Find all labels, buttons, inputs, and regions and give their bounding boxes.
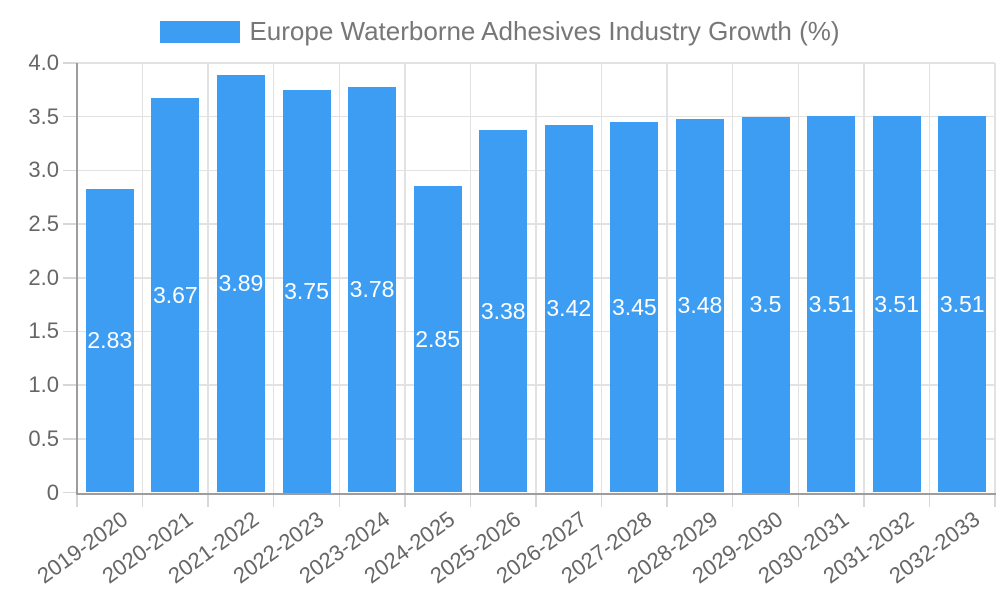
y-axis-tick-label: 3.5 — [28, 103, 59, 129]
bar[interactable]: 2.85 — [413, 186, 462, 493]
legend-swatch — [160, 20, 241, 43]
y-tick-mark — [63, 491, 77, 494]
y-tick-mark — [63, 277, 77, 279]
x-gridline — [600, 63, 603, 493]
x-gridline — [469, 63, 472, 493]
y-axis-tick-label: 2.0 — [28, 264, 59, 290]
x-tick-mark — [141, 492, 144, 507]
x-gridline — [863, 63, 865, 493]
x-tick-mark — [535, 492, 537, 507]
x-tick-mark — [928, 492, 931, 507]
bar[interactable]: 3.75 — [282, 89, 331, 493]
y-axis-tick-label: 4.0 — [28, 50, 59, 75]
y-tick-mark — [63, 169, 77, 172]
legend: Europe Waterborne Adhesives Industry Gro… — [0, 16, 1000, 47]
bar-value-label: 3.75 — [284, 277, 329, 304]
bar-value-label: 3.51 — [939, 290, 985, 317]
x-gridline — [666, 63, 668, 493]
bar[interactable]: 3.51 — [807, 115, 856, 493]
x-gridline — [928, 63, 931, 493]
y-axis-line — [76, 63, 78, 494]
x-gridline — [272, 63, 275, 493]
x-axis-line — [76, 492, 996, 495]
y-tick-mark — [63, 330, 77, 333]
legend-item[interactable]: Europe Waterborne Adhesives Industry Gro… — [160, 16, 840, 47]
x-tick-mark — [994, 492, 996, 507]
bar[interactable]: 3.38 — [479, 129, 528, 493]
bar[interactable]: 3.78 — [348, 86, 397, 493]
x-tick-mark — [600, 492, 603, 507]
x-tick-mark — [338, 492, 341, 507]
bar[interactable]: 3.89 — [216, 74, 265, 493]
x-tick-mark — [272, 492, 275, 507]
x-tick-mark — [731, 492, 734, 507]
bar-value-label: 3.51 — [874, 290, 920, 317]
y-tick-mark — [63, 62, 77, 64]
bar[interactable]: 3.45 — [610, 122, 659, 493]
x-gridline — [994, 63, 996, 493]
x-tick-mark — [863, 492, 865, 507]
bar[interactable]: 3.67 — [151, 98, 200, 493]
legend-label: Europe Waterborne Adhesives Industry Gro… — [249, 16, 840, 46]
x-gridline — [141, 63, 144, 493]
bar[interactable]: 3.42 — [544, 125, 593, 493]
bar-value-label: 3.42 — [546, 295, 592, 322]
bar-value-label: 3.38 — [480, 297, 526, 324]
x-gridline — [207, 63, 209, 493]
y-axis-tick-label: 2.5 — [28, 211, 59, 237]
x-tick-mark — [469, 492, 472, 507]
bar-value-label: 3.51 — [808, 290, 854, 317]
y-axis-tick-label: 3.0 — [28, 157, 59, 183]
x-tick-mark — [76, 492, 78, 507]
bar[interactable]: 3.48 — [675, 118, 724, 493]
bar-value-label: 2.83 — [87, 327, 133, 354]
bar-value-label: 3.78 — [349, 276, 395, 303]
x-tick-mark — [666, 492, 668, 507]
x-tick-mark — [797, 492, 800, 507]
bar-value-label: 2.85 — [415, 325, 461, 352]
x-tick-mark — [404, 492, 406, 507]
y-tick-mark — [63, 115, 77, 118]
bar[interactable]: 2.83 — [85, 188, 134, 493]
y-axis-tick-label: 0.5 — [28, 425, 59, 451]
y-axis-tick-label: 1.5 — [28, 318, 59, 344]
x-gridline — [535, 63, 537, 493]
y-tick-mark — [63, 223, 77, 225]
bar[interactable]: 3.5 — [741, 116, 790, 493]
bar[interactable]: 3.51 — [872, 115, 921, 493]
y-tick-mark — [63, 384, 77, 386]
bar-value-label: 3.5 — [749, 291, 782, 318]
y-axis-tick-label: 0 — [46, 479, 59, 505]
bar[interactable]: 3.51 — [938, 115, 987, 493]
y-axis-tick-label: 1.0 — [28, 372, 59, 398]
bar-value-label: 3.45 — [611, 293, 657, 320]
bar-value-label: 3.48 — [677, 292, 723, 319]
x-tick-mark — [207, 492, 209, 507]
bar-value-label: 3.67 — [152, 281, 198, 308]
x-gridline — [731, 63, 734, 493]
x-gridline — [797, 63, 800, 493]
y-tick-mark — [63, 438, 77, 440]
bar-value-label: 3.89 — [218, 270, 264, 297]
x-gridline — [338, 63, 341, 493]
x-gridline — [404, 63, 406, 493]
